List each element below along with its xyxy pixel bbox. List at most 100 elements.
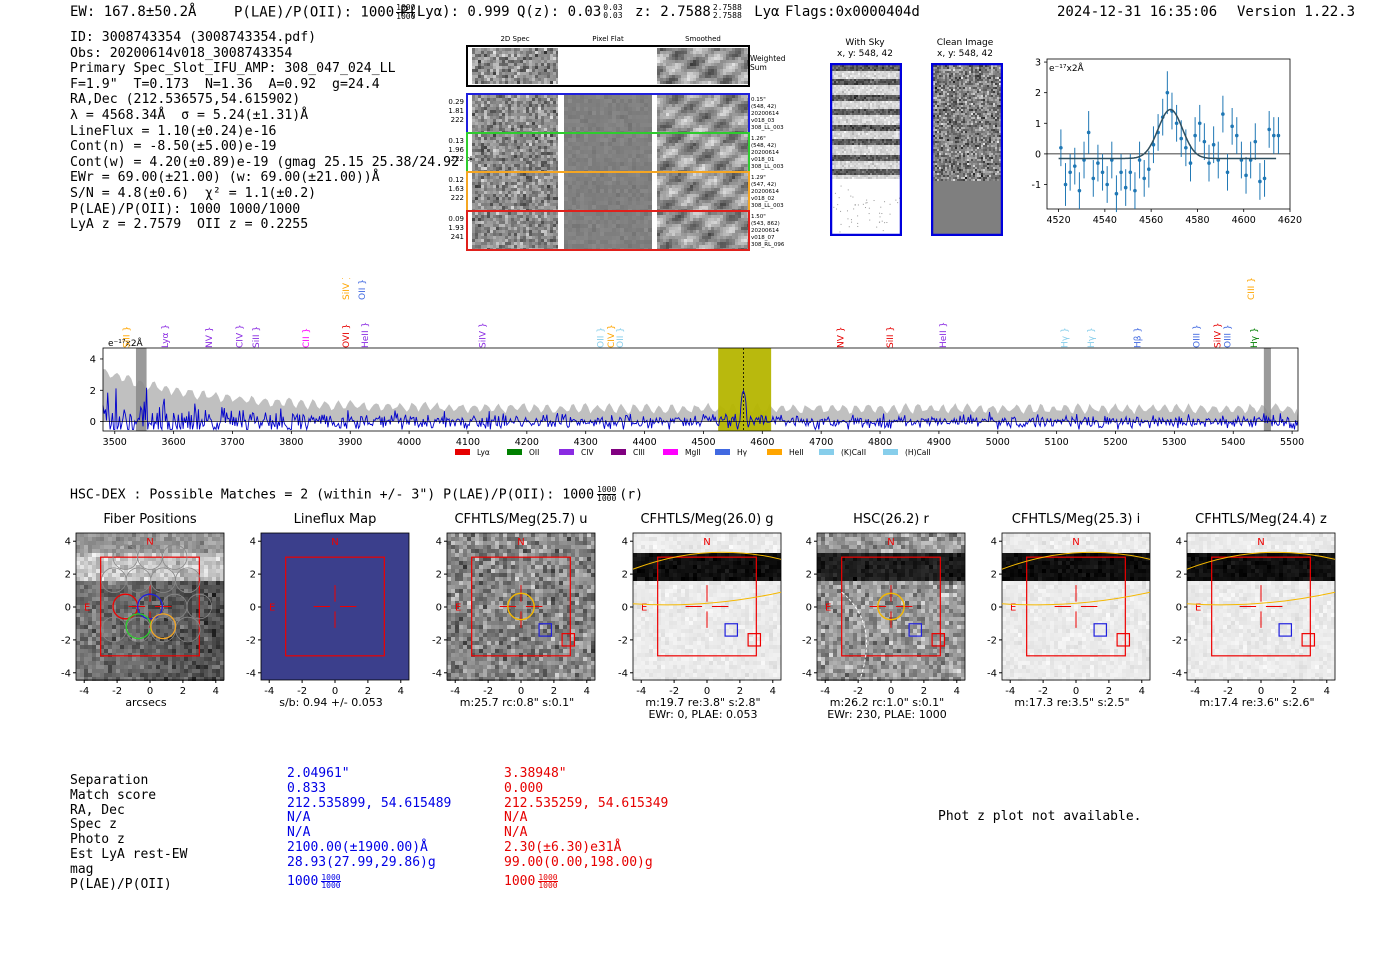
- cutout-xtick-label: -2: [669, 686, 679, 697]
- spectrum-xtick-label: 4400: [632, 437, 656, 448]
- line-fit-ytick-label: 0: [1035, 149, 1041, 160]
- match-value: N/A: [287, 810, 311, 826]
- cutout-east-label: E: [825, 603, 831, 614]
- spectrum-xtick-label: 5000: [986, 437, 1010, 448]
- cutout-ytick-label: 4: [1176, 537, 1182, 548]
- spectrum-line-id: NV }: [205, 327, 215, 348]
- cutout-xtick-label: 0: [1073, 686, 1079, 697]
- cutout-ytick-label: -4: [987, 668, 997, 679]
- line-fit-point: [1151, 126, 1156, 164]
- match-value: N/A: [504, 825, 528, 841]
- spec2d-row-stamp: v018_07: [751, 235, 775, 241]
- line-fit-xtick-label: 4520: [1046, 215, 1070, 226]
- spec2d-row-value: 1.63: [448, 185, 464, 193]
- spec2d-column-label: Pixel Flat: [592, 35, 624, 43]
- cutout-xtick-label: 2: [180, 686, 186, 697]
- line-fit-model-curve: [1058, 108, 1277, 160]
- line-fit-point: [1211, 126, 1216, 164]
- ellipse-arc: [632, 591, 782, 606]
- match-label: RA, Dec: [70, 802, 125, 818]
- weighted-word: Weighted: [750, 54, 786, 63]
- cutout-image: -4 -2 0 2 4 4 2 0 -2 -4 N E: [246, 532, 410, 697]
- line-fit-point: [1207, 144, 1211, 182]
- spec2d-row-stamp: 1.29": [751, 175, 766, 181]
- cutout-xtick-label: 2: [737, 686, 743, 697]
- spectrum-xtick-label: 5300: [1162, 437, 1186, 448]
- cutout-xtick-label: 2: [551, 686, 557, 697]
- cutout-east-label: E: [269, 603, 275, 614]
- spectrum-line-id: SiII }: [123, 326, 133, 348]
- info-line: RA,Dec (212.536575,54.615902): [70, 92, 301, 108]
- match-box-blue: [538, 623, 553, 637]
- cutout-xtick-label: 2: [1106, 686, 1112, 697]
- cutout-xtick-label: -4: [820, 686, 830, 697]
- spec2d-row-stamp: 308_RL_096: [751, 242, 785, 248]
- spec2d-row-frame: [466, 210, 750, 251]
- cutout-xtick-label: 4: [1324, 686, 1330, 697]
- cutout-ytick-label: 4: [806, 537, 812, 548]
- line-fit-point: [1077, 172, 1082, 209]
- line-fit-xtick-label: 4560: [1139, 215, 1163, 226]
- spectrum-xtick-label: 4900: [927, 437, 951, 448]
- cutout-ytick-label: 0: [436, 603, 442, 614]
- spec2d-row-value: 241: [451, 233, 464, 241]
- spectrum-xtick-label: 4200: [515, 437, 539, 448]
- spec2d-row-value: 0.12: [448, 176, 464, 184]
- with-sky-image: [830, 63, 902, 236]
- clean-image-header: Clean Image x, y: 548, 42: [925, 38, 1005, 60]
- match-label: Match score: [70, 787, 157, 803]
- header-version: Version 1.22.3: [1237, 4, 1356, 20]
- cutout-title: CFHTLS/Meg(26.0) g: [640, 512, 774, 527]
- spec2d-row-value: 222: [451, 116, 464, 124]
- cutout-xtick-label: 4: [770, 686, 776, 697]
- info-line: P(LAE)/P(OII): 1000 1000/1000: [70, 201, 301, 217]
- with-sky-pixels: [830, 63, 902, 233]
- spectrum-line-id: Lyα }: [161, 324, 171, 348]
- info-line: Primary Spec_Slot_IFU_AMP: 308_047_024_L…: [70, 61, 396, 77]
- line-fit-point: [1128, 153, 1133, 191]
- cutout-xtick-label: -2: [1038, 686, 1048, 697]
- spectrum-line-id: OII }: [596, 327, 606, 348]
- cutout-xtick-label: 4: [213, 686, 219, 697]
- cutout-north-label: N: [146, 537, 153, 548]
- cutout-caption: arcsecs: [66, 697, 226, 709]
- spectrum-legend-entry: (H)CaII: [883, 448, 931, 457]
- line-fit-ytick-label: 3: [1035, 58, 1041, 69]
- cutout-north-label: N: [1072, 537, 1079, 548]
- cutout-caption-line: EWr: 230, PLAE: 1000: [827, 708, 947, 721]
- cutout-xtick-label: 4: [584, 686, 590, 697]
- line-fit-frame: [1046, 58, 1291, 210]
- match-label: Spec z: [70, 817, 117, 833]
- line-fit-point: [1086, 111, 1091, 154]
- header-qz: Q(z): 0.03 0.03 0.03: [517, 3, 623, 21]
- cutout-ytick-label: 2: [622, 570, 628, 581]
- match-value: 1000 1000 1000: [504, 872, 558, 890]
- cutout-ytick-label: -4: [1172, 668, 1182, 679]
- cutout-search-box: [1026, 556, 1126, 657]
- spectrum-ytick-label: 4: [90, 354, 96, 365]
- match-box-blue: [1278, 623, 1293, 637]
- line-fit-point: [1234, 117, 1239, 154]
- ellipse-arc: [632, 551, 782, 570]
- info-line: Cont(n) = -8.50(±5.00)e-19: [70, 139, 277, 155]
- spectrum-xtick-label: 3900: [338, 437, 362, 448]
- detection-info: ID: 3008743354 (3008743354.pdf) Obs: 2020…: [70, 30, 483, 233]
- ellipse-arc: [1186, 551, 1336, 570]
- line-fit-point: [1230, 107, 1234, 145]
- cutout-ytick-label: 0: [622, 603, 628, 614]
- cutout-panel: HSC(26.2) r: [801, 512, 971, 527]
- line-fit-xtick-label: 4620: [1278, 215, 1302, 226]
- header-line: Lyα: [754, 4, 780, 20]
- spectrum-line-id: OII }: [358, 279, 368, 300]
- spectrum-line-id: CII }: [302, 328, 312, 348]
- fiber-circle: [161, 544, 188, 570]
- cutout-image: -4 -2 0 2 4 4 2 0 -2 -4 N E: [1172, 532, 1336, 697]
- line-fit-point: [1225, 153, 1230, 191]
- cutout-xtick-label: 2: [1291, 686, 1297, 697]
- cutout-pixels: [817, 533, 965, 681]
- ellipse-arc: [1001, 591, 1151, 606]
- header-flags: Flags:0x0000404d: [785, 4, 920, 20]
- match-value: 28.93(27.99,29.86)g: [287, 854, 436, 870]
- cutout-image: -4 -2 0 2 4 4 2 0 -2 -4 N E: [432, 532, 596, 697]
